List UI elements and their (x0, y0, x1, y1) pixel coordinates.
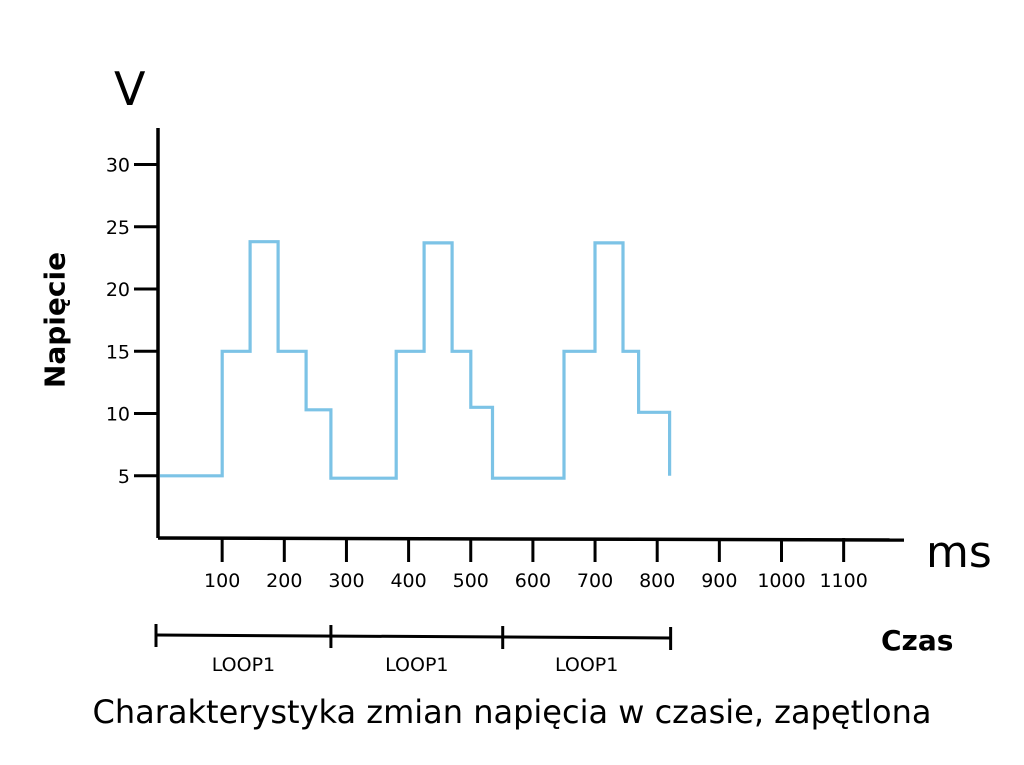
y-tick-label: 15 (106, 341, 130, 363)
voltage-series-line (160, 240, 672, 480)
x-tick-label: 700 (577, 570, 613, 592)
y-tick-label: 20 (106, 279, 130, 301)
loop-segment-label: LOOP1 (212, 654, 275, 676)
loop-segments: LOOP1 LOOP1 LOOP1 (154, 624, 673, 676)
x-unit-label: ms (926, 527, 992, 578)
loop-segment-label: LOOP1 (385, 654, 448, 676)
axes (156, 128, 905, 542)
x-tick-label: 800 (639, 570, 675, 592)
x-tick-label: 1000 (757, 570, 805, 592)
series (160, 240, 672, 480)
loop-ruler-line (155, 633, 671, 640)
y-unit-label: V (114, 62, 146, 116)
x-tick-label: 600 (515, 570, 551, 592)
x-tick-label: 1100 (819, 570, 867, 592)
loop-segment-label: LOOP1 (555, 654, 618, 676)
x-tick-label: 200 (266, 570, 302, 592)
y-tick-label: 25 (106, 217, 130, 239)
x-tick-label: 300 (328, 570, 364, 592)
x-tick-label: 900 (701, 570, 737, 592)
chart-title: Charakterystyka zmian napięcia w czasie,… (92, 693, 932, 731)
y-axis-label: Napięcie (38, 251, 72, 389)
x-tick-label: 400 (390, 570, 426, 592)
y-tick-label: 10 (106, 404, 130, 426)
x-tick-label: 100 (204, 570, 240, 592)
x-tick-label: 500 (453, 570, 489, 592)
x-ticks: 100 200 300 400 500 600 700 800 900 1000 1100 (204, 538, 868, 592)
y-ticks: 5 10 15 20 25 30 (106, 155, 158, 488)
x-axis-line (157, 536, 905, 542)
y-tick-label: 5 (118, 466, 130, 488)
y-tick-label: 30 (106, 155, 130, 177)
x-axis-label: Czas (881, 624, 954, 657)
